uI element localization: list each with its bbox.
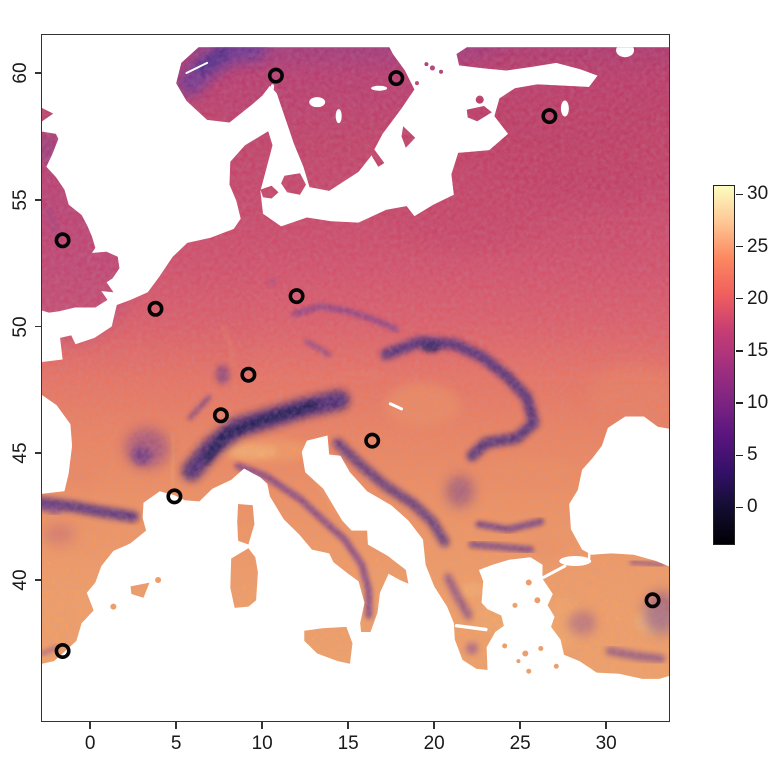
legend-tick-mark [736,506,743,509]
site-marker [364,432,381,449]
x-tick-mark [347,722,349,729]
site-marker [166,488,183,505]
legend-tick-label: 5 [747,444,758,466]
y-tick-label: 60 [10,62,31,84]
y-tick-label: 50 [10,315,31,338]
x-tick-mark [519,722,521,729]
y-tick-label: 45 [10,442,31,464]
x-tick-mark [89,722,91,729]
legend-tick-label: 25 [747,235,769,257]
legend-tick-mark [736,297,743,300]
site-marker [541,108,558,125]
x-tick-label: 10 [251,733,273,754]
legend-tick-label: 0 [747,496,758,518]
y-tick-mark [35,579,42,581]
legend-tick-label: 30 [747,183,769,205]
x-tick-label: 20 [423,733,445,754]
x-tick-mark [261,722,263,729]
y-tick-label: 40 [10,569,31,591]
x-tick-label: 25 [509,733,531,754]
x-tick-label: 0 [84,733,96,754]
x-tick-mark [605,722,607,729]
legend-tick-label: 20 [747,287,769,309]
legend-tick-label: 15 [747,339,769,361]
colorbar-legend [713,185,735,545]
x-tick-label: 15 [337,733,359,754]
land-raster-layer [42,47,670,679]
x-tick-label: 5 [170,733,182,754]
y-tick-mark [35,72,42,74]
legend-tick-label: 10 [747,392,769,414]
legend-tick-mark [736,350,743,352]
site-marker [267,67,284,84]
map-plot-area [42,35,670,722]
legend-tick-mark [736,245,743,248]
y-tick-mark [35,198,42,201]
legend-tick-mark [736,193,743,196]
x-tick-mark [433,722,435,729]
site-marker [212,407,229,424]
x-tick-label: 30 [595,733,617,754]
europe-raster-map [42,47,670,679]
site-marker [54,232,71,249]
site-marker [240,366,257,383]
site-marker [644,592,661,609]
site-markers [54,67,661,659]
legend-tick-mark [736,454,743,456]
x-tick-mark [175,722,177,729]
site-marker [54,642,71,659]
site-marker [388,70,405,87]
y-tick-mark [35,452,42,455]
site-marker [147,300,164,317]
legend-tick-mark [736,402,743,404]
site-marker [288,288,305,305]
y-tick-label: 55 [10,189,31,211]
y-tick-mark [35,325,42,328]
